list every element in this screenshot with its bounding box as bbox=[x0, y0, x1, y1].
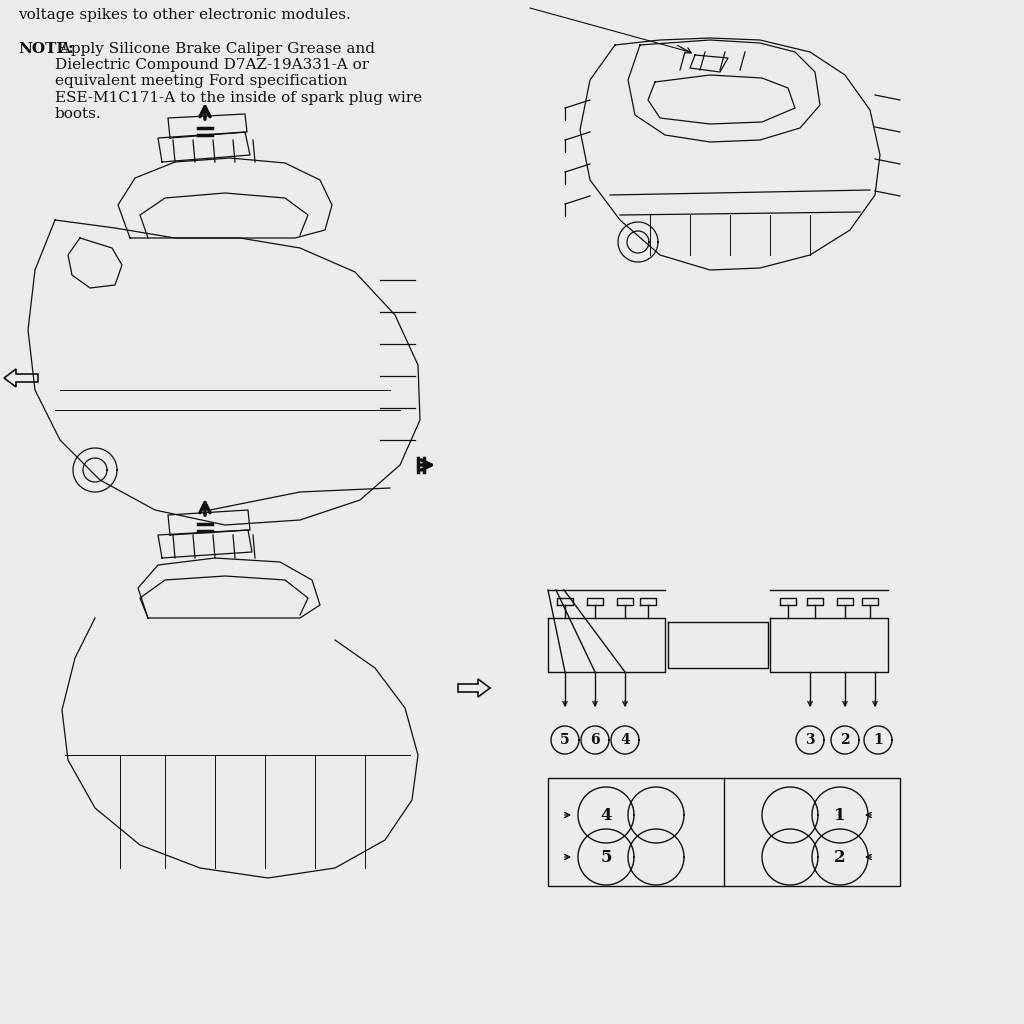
Text: 4: 4 bbox=[600, 807, 611, 823]
Text: 4: 4 bbox=[621, 733, 630, 746]
Text: 2: 2 bbox=[835, 849, 846, 865]
Text: Apply Silicone Brake Caliper Grease and
Dielectric Compound D7AZ-19A331-A or
equ: Apply Silicone Brake Caliper Grease and … bbox=[55, 42, 422, 121]
Text: 5: 5 bbox=[560, 733, 569, 746]
Text: 1: 1 bbox=[873, 733, 883, 746]
Text: 2: 2 bbox=[840, 733, 850, 746]
Text: 6: 6 bbox=[590, 733, 600, 746]
Text: voltage spikes to other electronic modules.: voltage spikes to other electronic modul… bbox=[18, 8, 351, 22]
Bar bbox=[548, 778, 900, 886]
Text: 5: 5 bbox=[600, 849, 611, 865]
Text: 1: 1 bbox=[835, 807, 846, 823]
Text: NOTE:: NOTE: bbox=[18, 42, 74, 56]
Text: 3: 3 bbox=[805, 733, 815, 746]
